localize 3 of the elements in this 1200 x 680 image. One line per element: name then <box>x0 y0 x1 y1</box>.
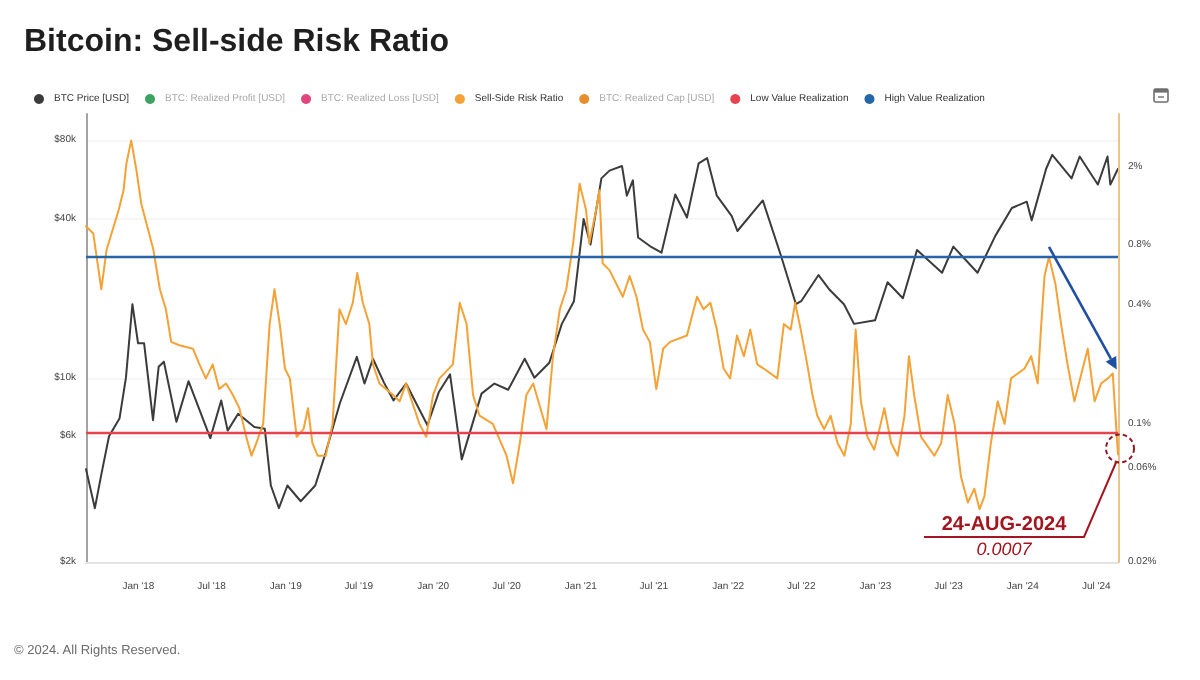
annotation: 0.0007 <box>976 539 1034 559</box>
annotation: 24-AUG-2024 <box>941 514 1068 536</box>
chart-title: Bitcoin: Sell-side Risk Ratio <box>24 25 450 59</box>
